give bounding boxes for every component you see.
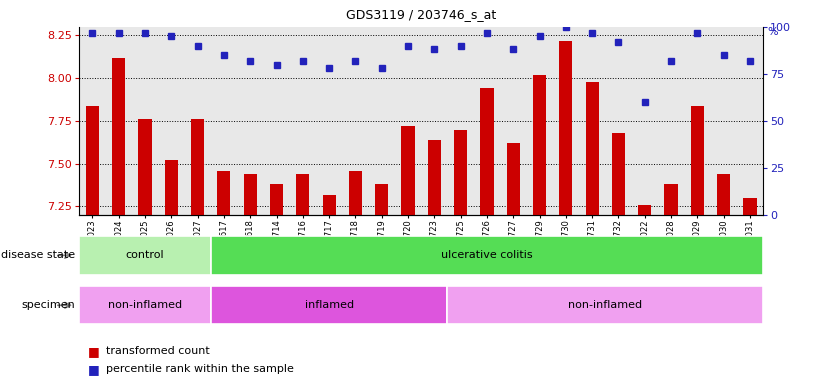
Bar [428, 140, 441, 215]
Bar [164, 160, 178, 215]
Bar [454, 129, 467, 215]
Bar [79, 236, 211, 275]
Bar [743, 198, 756, 215]
Text: ulcerative colitis: ulcerative colitis [441, 250, 533, 260]
Bar [560, 41, 572, 215]
Text: non-inflamed: non-inflamed [568, 300, 642, 310]
Bar [480, 88, 494, 215]
Text: ■: ■ [88, 363, 99, 376]
Bar [270, 184, 283, 215]
Bar [112, 58, 125, 215]
Bar [244, 174, 257, 215]
Text: control: control [126, 250, 164, 260]
Bar [665, 184, 677, 215]
Bar [691, 106, 704, 215]
Bar [191, 119, 204, 215]
Bar [717, 174, 731, 215]
Text: non-inflamed: non-inflamed [108, 300, 182, 310]
Bar [349, 170, 362, 215]
Text: disease state: disease state [1, 250, 75, 260]
Bar [448, 286, 763, 324]
Bar [585, 82, 599, 215]
Bar [533, 75, 546, 215]
Text: ■: ■ [88, 345, 99, 358]
Text: transformed count: transformed count [106, 346, 209, 356]
Bar [211, 286, 448, 324]
Bar [138, 119, 152, 215]
Bar [375, 184, 389, 215]
Bar [79, 286, 211, 324]
Bar [323, 195, 335, 215]
Text: inflamed: inflamed [304, 300, 354, 310]
Bar [86, 106, 99, 215]
Text: GDS3119 / 203746_s_at: GDS3119 / 203746_s_at [346, 8, 496, 21]
Bar [401, 126, 414, 215]
Text: specimen: specimen [22, 300, 75, 310]
Text: %: % [767, 27, 778, 37]
Bar [296, 174, 309, 215]
Bar [211, 236, 763, 275]
Bar [638, 205, 651, 215]
Bar [506, 143, 520, 215]
Text: percentile rank within the sample: percentile rank within the sample [106, 364, 294, 374]
Bar [218, 170, 230, 215]
Bar [612, 133, 625, 215]
